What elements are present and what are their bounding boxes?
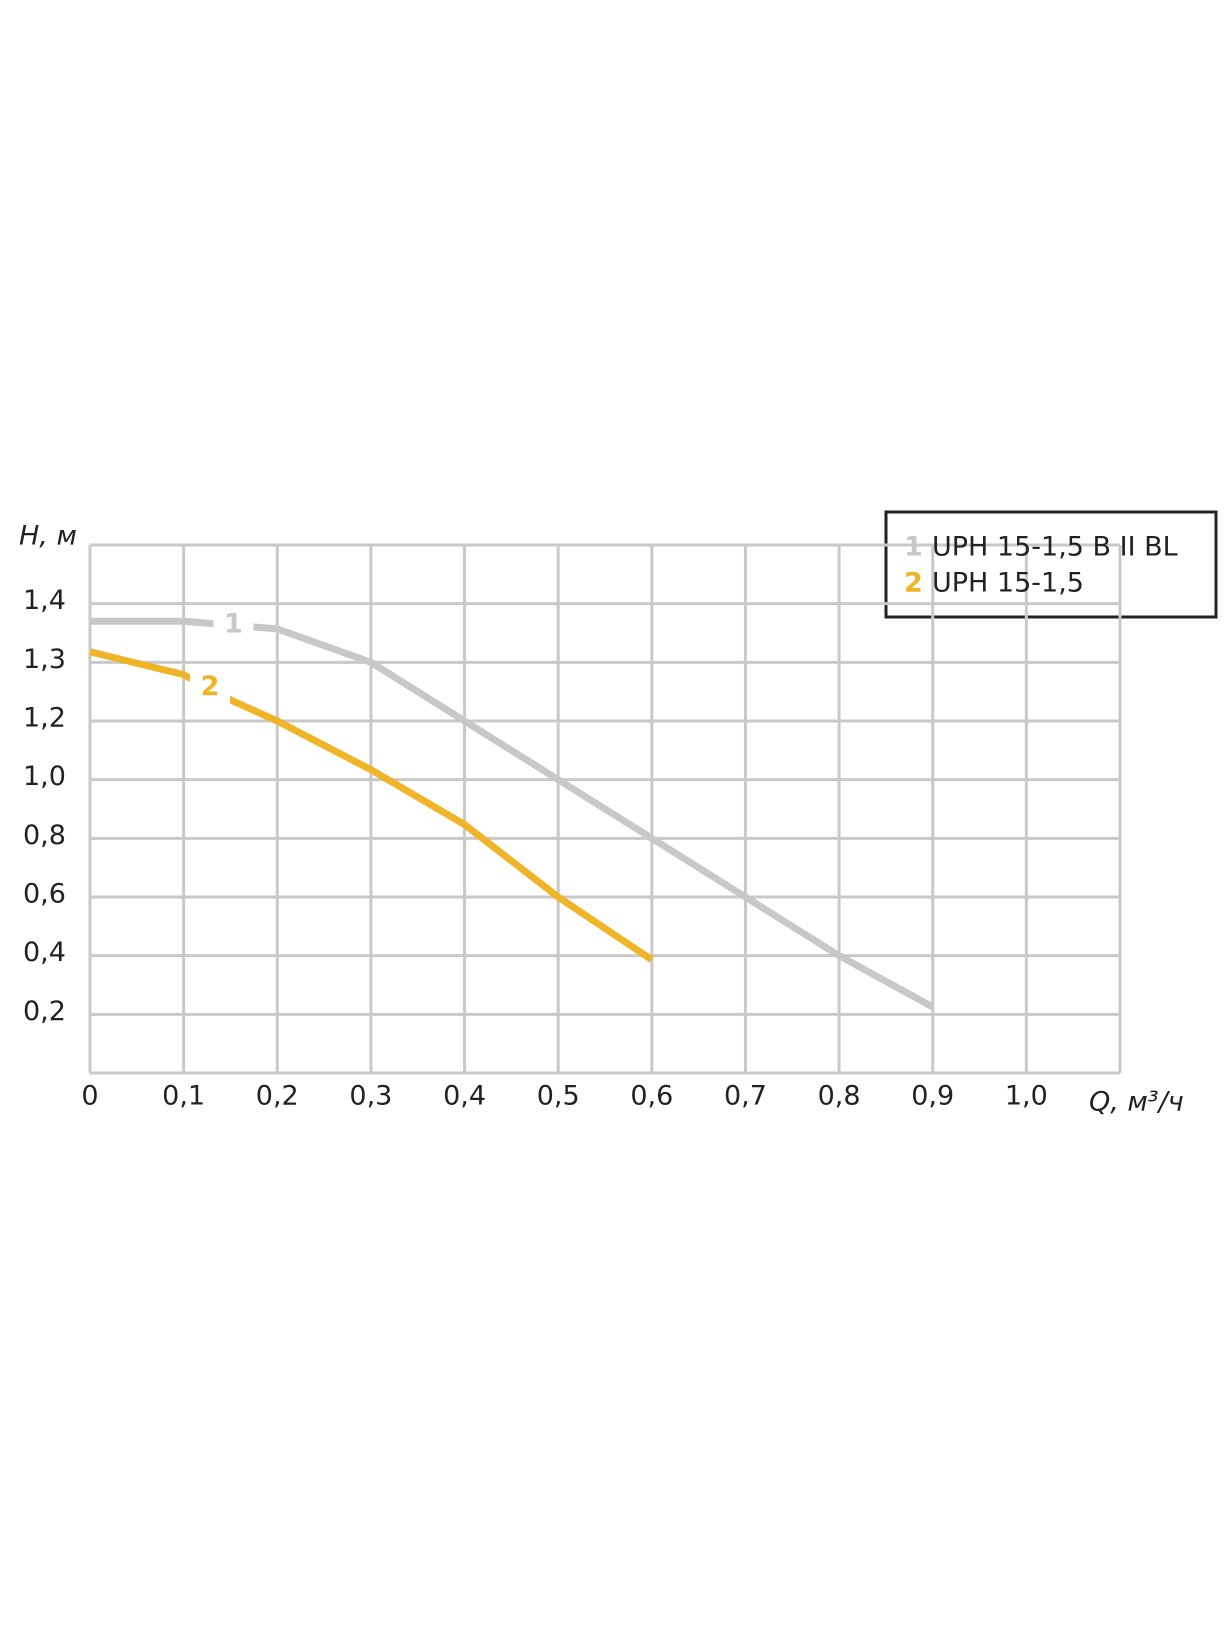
legend-label: UPH 15-1,5 B II BL	[932, 532, 1178, 563]
y-tick-label: 1,0	[23, 761, 66, 792]
x-tick-label: 0	[81, 1081, 98, 1112]
y-axis-title: H, м	[19, 521, 77, 552]
y-tick-label: 0,4	[23, 937, 66, 968]
y-tick-label: 1,2	[23, 703, 66, 734]
curve-label-bg	[190, 669, 231, 706]
y-tick-label: 0,6	[23, 879, 66, 910]
curve-label: 2	[201, 671, 220, 702]
legend-box	[884, 510, 1218, 619]
legend-label: UPH 15-1,5	[932, 568, 1084, 599]
x-tick-label: 0,2	[256, 1081, 299, 1112]
x-tick-label: 0,4	[443, 1081, 486, 1112]
x-tick-label: 0,3	[349, 1081, 392, 1112]
y-tick-label: 0,2	[23, 996, 66, 1027]
curve-label-bg	[213, 607, 254, 644]
y-tick-label: 0,8	[23, 820, 66, 851]
x-tick-label: 0,1	[162, 1081, 205, 1112]
x-tick-label: 0,7	[724, 1081, 767, 1112]
x-tick-label: 0,8	[818, 1081, 861, 1112]
legend-number: 2	[904, 568, 923, 599]
curve-label: 1	[224, 609, 243, 640]
y-tick-label: 1,4	[23, 585, 66, 616]
x-tick-label: 0,6	[630, 1081, 673, 1112]
x-tick-label: 0,5	[537, 1081, 580, 1112]
y-tick-label: 1,3	[23, 644, 66, 675]
x-tick-label: 1,0	[1005, 1081, 1048, 1112]
x-tick-label: 0,9	[911, 1081, 954, 1112]
x-axis-title: Q, м³/ч	[1089, 1087, 1184, 1118]
legend-number: 1	[904, 532, 923, 563]
